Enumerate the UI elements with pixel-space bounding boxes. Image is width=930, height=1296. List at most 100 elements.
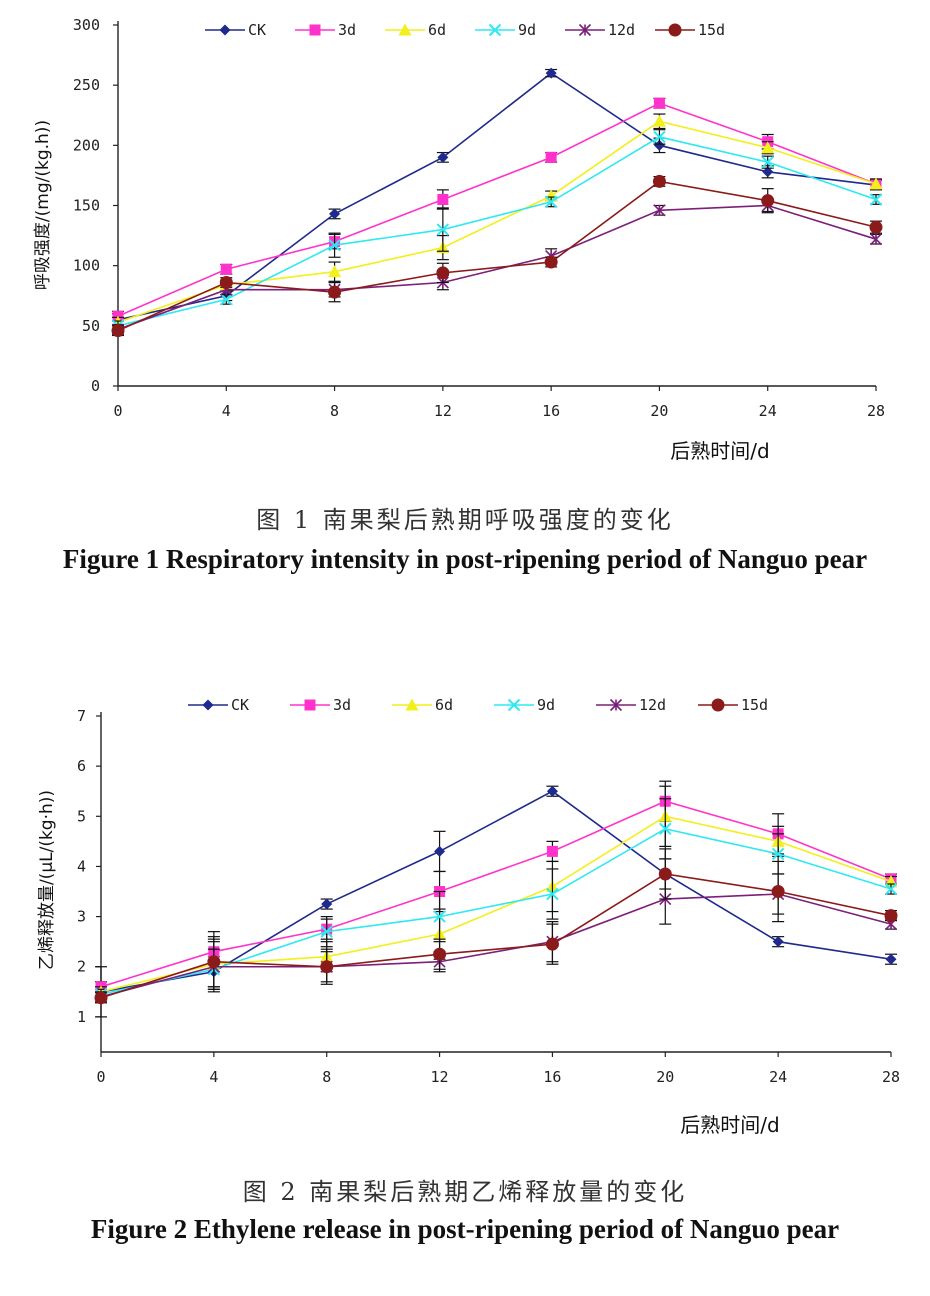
legend: CK 3d 6d 9d 12d 15d — [205, 21, 725, 39]
legend-item-15d: 15d — [698, 696, 768, 714]
data-point — [320, 925, 333, 938]
data-point — [659, 822, 672, 836]
data-point — [653, 97, 665, 109]
series-CK — [95, 785, 897, 1018]
series-line — [100, 893, 892, 998]
data-point — [433, 947, 447, 961]
series-15d — [111, 174, 883, 338]
x-tick-label: 4 — [222, 402, 231, 420]
legend-label: 6d — [435, 696, 453, 714]
figure-1-caption-en: Figure 1 Respiratory intensity in post-r… — [62, 544, 868, 574]
data-point — [219, 276, 233, 290]
data-point — [762, 166, 774, 178]
x-tick-label: 28 — [882, 1068, 900, 1086]
data-point — [545, 67, 557, 79]
legend-label: 9d — [518, 21, 536, 39]
x-tick-label: 0 — [96, 1068, 105, 1086]
data-point — [652, 114, 666, 127]
data-point — [437, 151, 449, 163]
y-axis-label: 呼吸强度/(mg/(kg.h)) — [33, 120, 53, 290]
legend-label: 3d — [333, 696, 351, 714]
data-point — [546, 887, 559, 901]
data-point — [207, 955, 221, 969]
data-point — [653, 139, 665, 151]
y-tick-label: 6 — [77, 757, 86, 775]
data-point — [761, 141, 775, 154]
data-point — [885, 953, 897, 965]
data-point — [329, 208, 341, 220]
data-point — [321, 898, 333, 910]
data-point — [545, 937, 559, 951]
legend-item-12d: 12d — [565, 21, 635, 39]
data-point — [220, 293, 233, 306]
legend-item-15d: 15d — [655, 21, 725, 39]
x-tick-label: 4 — [209, 1068, 218, 1086]
y-tick-label: 300 — [73, 16, 100, 34]
y-tick-label: 5 — [77, 807, 86, 825]
data-point — [220, 263, 232, 275]
x-tick-label: 12 — [434, 402, 452, 420]
series-line — [100, 800, 892, 988]
data-point — [884, 909, 898, 923]
y-tick-label: 150 — [73, 197, 100, 215]
x-axis-label: 后熟时间/d — [670, 439, 769, 463]
x-tick-label: 8 — [322, 1068, 331, 1086]
legend-marker — [309, 24, 321, 36]
legend-label: 9d — [537, 696, 555, 714]
legend-marker — [668, 23, 682, 37]
data-point — [328, 265, 342, 278]
data-point — [546, 845, 558, 857]
data-point — [545, 151, 557, 163]
y-axis-label: 乙烯释放量/(μL/(kg·h)) — [37, 790, 57, 970]
series-line — [100, 815, 892, 993]
legend-item-CK: CK — [205, 21, 266, 39]
series-line — [117, 120, 877, 323]
data-point — [433, 910, 446, 923]
legend-item-3d: 3d — [290, 696, 351, 714]
chart-1: 0 50 100 150 200 250 300 0 4 8 12 16 20 24 28 后熟时间/d 呼吸强… — [33, 16, 885, 463]
series-line — [117, 180, 877, 332]
legend-marker — [488, 23, 502, 37]
legend-marker — [398, 23, 412, 36]
data-point — [94, 991, 108, 1005]
legend-marker — [219, 24, 231, 36]
y-tick-label: 4 — [77, 857, 86, 875]
data-point — [111, 324, 125, 338]
y-tick-label: 7 — [77, 707, 86, 725]
data-point — [328, 285, 342, 299]
y-tick-label: 250 — [73, 76, 100, 94]
data-point — [869, 220, 883, 234]
data-point — [436, 266, 450, 280]
series-9d — [111, 129, 883, 333]
x-tick-label: 12 — [431, 1068, 449, 1086]
figure-2-caption-cn: 图 2 南果梨后熟期乙烯释放量的变化 — [242, 1178, 688, 1206]
x-tick-label: 8 — [330, 402, 339, 420]
data-point — [772, 936, 784, 948]
legend-item-12d: 12d — [596, 696, 666, 714]
legend-label: CK — [231, 696, 249, 714]
legend-marker — [202, 699, 214, 711]
series-line — [117, 204, 877, 331]
data-point — [869, 177, 883, 190]
data-point — [761, 155, 774, 169]
legend-label: 3d — [338, 21, 356, 39]
x-tick-label: 24 — [769, 1068, 787, 1086]
y-tick-label: 100 — [73, 257, 100, 275]
data-point — [653, 204, 666, 217]
legend-item-9d: 9d — [475, 21, 536, 39]
legend-item-6d: 6d — [385, 21, 446, 39]
series-line — [117, 102, 877, 317]
legend-label: 12d — [639, 696, 666, 714]
legend-item-9d: 9d — [494, 696, 555, 714]
legend-item-3d: 3d — [295, 21, 356, 39]
figure-1-caption-cn: 图 1 南果梨后熟期呼吸强度的变化 — [256, 506, 674, 534]
data-point — [436, 223, 450, 236]
legend-item-6d: 6d — [392, 696, 453, 714]
legend-marker — [304, 699, 316, 711]
legend-marker — [609, 698, 623, 712]
data-point — [884, 882, 898, 896]
data-point — [437, 193, 449, 205]
data-point — [434, 845, 446, 857]
data-point — [328, 239, 341, 252]
